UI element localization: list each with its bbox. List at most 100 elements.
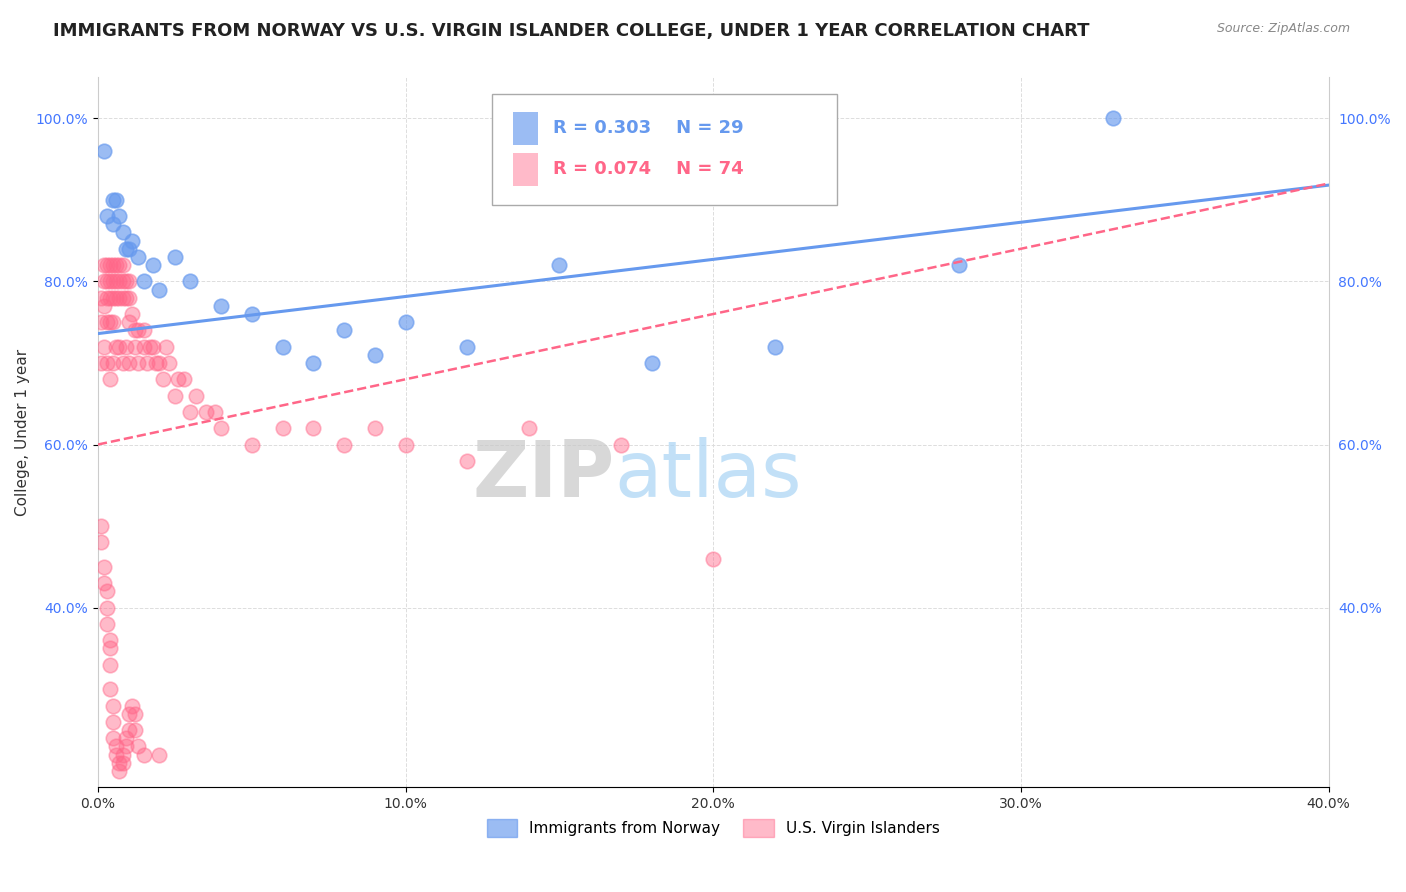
Point — [108, 764, 131, 778]
Point — [90, 356, 112, 370]
Point — [93, 560, 115, 574]
Point — [114, 274, 136, 288]
Point — [98, 291, 121, 305]
Point — [142, 340, 165, 354]
Point — [108, 756, 131, 770]
Text: R = 0.074    N = 74: R = 0.074 N = 74 — [553, 161, 744, 178]
Point — [155, 340, 177, 354]
Point — [139, 340, 162, 354]
Point — [364, 421, 387, 435]
Point — [108, 209, 131, 223]
Point — [152, 372, 174, 386]
Text: R = 0.303    N = 29: R = 0.303 N = 29 — [553, 120, 744, 137]
Point — [98, 274, 121, 288]
Point — [302, 356, 325, 370]
Point — [209, 299, 232, 313]
Point — [108, 258, 131, 272]
Point — [105, 747, 128, 762]
Point — [98, 633, 121, 648]
Point — [103, 193, 125, 207]
Point — [333, 437, 356, 451]
Point — [194, 405, 217, 419]
Point — [105, 274, 128, 288]
Point — [145, 356, 167, 370]
Point — [132, 747, 155, 762]
Point — [96, 209, 118, 223]
Point — [108, 274, 131, 288]
Point — [105, 739, 128, 754]
Text: atlas: atlas — [614, 437, 803, 513]
Point — [132, 274, 155, 288]
Point — [124, 706, 146, 721]
Text: Source: ZipAtlas.com: Source: ZipAtlas.com — [1216, 22, 1350, 36]
Point — [118, 242, 141, 256]
Point — [111, 258, 134, 272]
Point — [96, 617, 118, 632]
Point — [118, 274, 141, 288]
Point — [114, 242, 136, 256]
Point — [456, 340, 478, 354]
Point — [93, 144, 115, 158]
Point — [118, 706, 141, 721]
Point — [179, 274, 201, 288]
Point — [90, 291, 112, 305]
Point — [105, 193, 128, 207]
Point — [96, 291, 118, 305]
Text: IMMIGRANTS FROM NORWAY VS U.S. VIRGIN ISLANDER COLLEGE, UNDER 1 YEAR CORRELATION: IMMIGRANTS FROM NORWAY VS U.S. VIRGIN IS… — [53, 22, 1090, 40]
Point — [271, 421, 294, 435]
Point — [127, 250, 149, 264]
Point — [548, 258, 571, 272]
Point — [163, 388, 186, 402]
Point — [98, 258, 121, 272]
Point — [118, 291, 141, 305]
Point — [121, 698, 143, 713]
Point — [271, 340, 294, 354]
Legend: Immigrants from Norway, U.S. Virgin Islanders: Immigrants from Norway, U.S. Virgin Isla… — [481, 813, 946, 843]
Point — [111, 747, 134, 762]
Point — [103, 315, 125, 329]
Point — [394, 315, 416, 329]
Point — [148, 283, 170, 297]
Point — [517, 421, 540, 435]
Point — [93, 258, 115, 272]
Point — [333, 323, 356, 337]
Point — [148, 356, 170, 370]
Point — [124, 340, 146, 354]
Point — [124, 323, 146, 337]
Point — [163, 250, 186, 264]
Point — [108, 340, 131, 354]
Point — [90, 519, 112, 533]
Point — [610, 437, 633, 451]
Point — [96, 274, 118, 288]
Point — [90, 535, 112, 549]
Point — [103, 356, 125, 370]
Point — [98, 641, 121, 656]
Point — [121, 307, 143, 321]
Point — [96, 600, 118, 615]
Point — [302, 421, 325, 435]
Point — [114, 731, 136, 746]
Point — [167, 372, 190, 386]
Point — [132, 340, 155, 354]
Point — [157, 356, 180, 370]
Point — [111, 226, 134, 240]
Point — [90, 315, 112, 329]
Point — [127, 323, 149, 337]
Point — [98, 682, 121, 697]
Point — [763, 340, 786, 354]
Point — [114, 291, 136, 305]
Point — [93, 576, 115, 591]
Point — [209, 421, 232, 435]
Point — [111, 291, 134, 305]
Point — [114, 739, 136, 754]
Point — [111, 274, 134, 288]
Point — [118, 723, 141, 737]
Point — [186, 388, 208, 402]
Point — [111, 356, 134, 370]
Point — [103, 698, 125, 713]
Point — [364, 348, 387, 362]
Text: ZIP: ZIP — [472, 437, 614, 513]
Point — [240, 437, 263, 451]
Point — [394, 437, 416, 451]
Point — [127, 356, 149, 370]
